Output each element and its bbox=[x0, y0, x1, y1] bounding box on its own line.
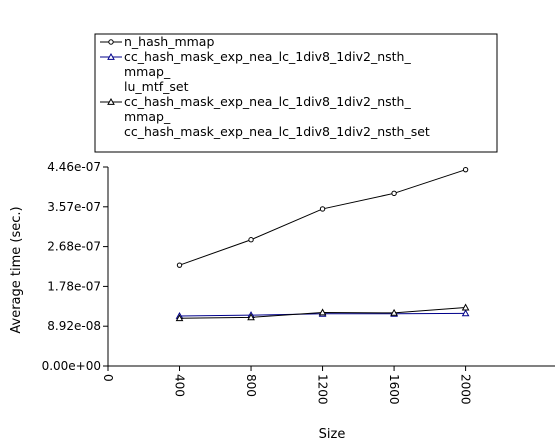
data-point bbox=[175, 314, 184, 322]
y-tick-label: 3.57e-07 bbox=[47, 200, 101, 214]
y-tick-label: 0.00e+00 bbox=[42, 359, 101, 373]
legend-label: cc_hash_mask_exp_nea_lc_1div8_1div2_nsth… bbox=[124, 94, 411, 109]
legend-label: cc_hash_mask_exp_nea_lc_1div8_1div2_nsth… bbox=[124, 49, 411, 64]
data-point bbox=[391, 190, 397, 197]
legend-item-1: n_hash_mmap bbox=[100, 34, 214, 49]
legend-label: mmap_ bbox=[124, 109, 171, 124]
x-tick-label: 800 bbox=[244, 374, 258, 397]
data-point bbox=[461, 303, 470, 311]
y-axis-title: Average time (sec.) bbox=[9, 206, 24, 333]
data-point bbox=[248, 237, 254, 243]
legend-item-2: cc_hash_mask_exp_nea_lc_1div8_1div2_nsth… bbox=[100, 49, 411, 94]
y-tick-label: 2.68e-07 bbox=[47, 240, 101, 254]
legend: n_hash_mmapcc_hash_mask_exp_nea_lc_1div8… bbox=[94, 33, 498, 153]
series-3 bbox=[175, 303, 470, 322]
data-point bbox=[247, 313, 255, 321]
legend-label: cc_hash_mask_exp_nea_lc_1div8_1div2_nsth… bbox=[124, 124, 430, 139]
legend-marker bbox=[108, 39, 114, 45]
y-tick-label: 1.78e-07 bbox=[47, 279, 101, 293]
axes: 0.00e+00 8.92e-08 1.78e-07 2.68e-07 3.57e-07… bbox=[42, 160, 555, 405]
data-point bbox=[390, 308, 398, 316]
legend-label: mmap_ bbox=[124, 64, 171, 79]
x-tick-label: 400 bbox=[173, 374, 187, 397]
data-point bbox=[462, 166, 469, 173]
x-tick-label: 2000 bbox=[459, 374, 473, 405]
legend-box bbox=[94, 33, 498, 153]
x-tick-label: 0 bbox=[101, 374, 115, 382]
y-tick-label: 8.92e-08 bbox=[47, 319, 101, 333]
legend-marker bbox=[107, 52, 115, 60]
data-point bbox=[318, 308, 327, 316]
legend-label: n_hash_mmap bbox=[124, 34, 214, 49]
data-point bbox=[319, 206, 326, 212]
x-tick-label: 1200 bbox=[316, 374, 330, 405]
series-1 bbox=[176, 166, 469, 268]
plot-series bbox=[175, 166, 470, 322]
x-axis-title: Size bbox=[319, 427, 346, 442]
x-tick-label: 1600 bbox=[387, 374, 401, 405]
legend-label: lu_mtf_set bbox=[124, 79, 189, 94]
y-tick-label: 4.46e-07 bbox=[47, 160, 101, 174]
data-point bbox=[461, 309, 470, 317]
data-point bbox=[176, 262, 183, 268]
legend-item-3: cc_hash_mask_exp_nea_lc_1div8_1div2_nsth… bbox=[100, 94, 430, 139]
series-line bbox=[179, 169, 466, 266]
legend-marker bbox=[107, 97, 115, 105]
